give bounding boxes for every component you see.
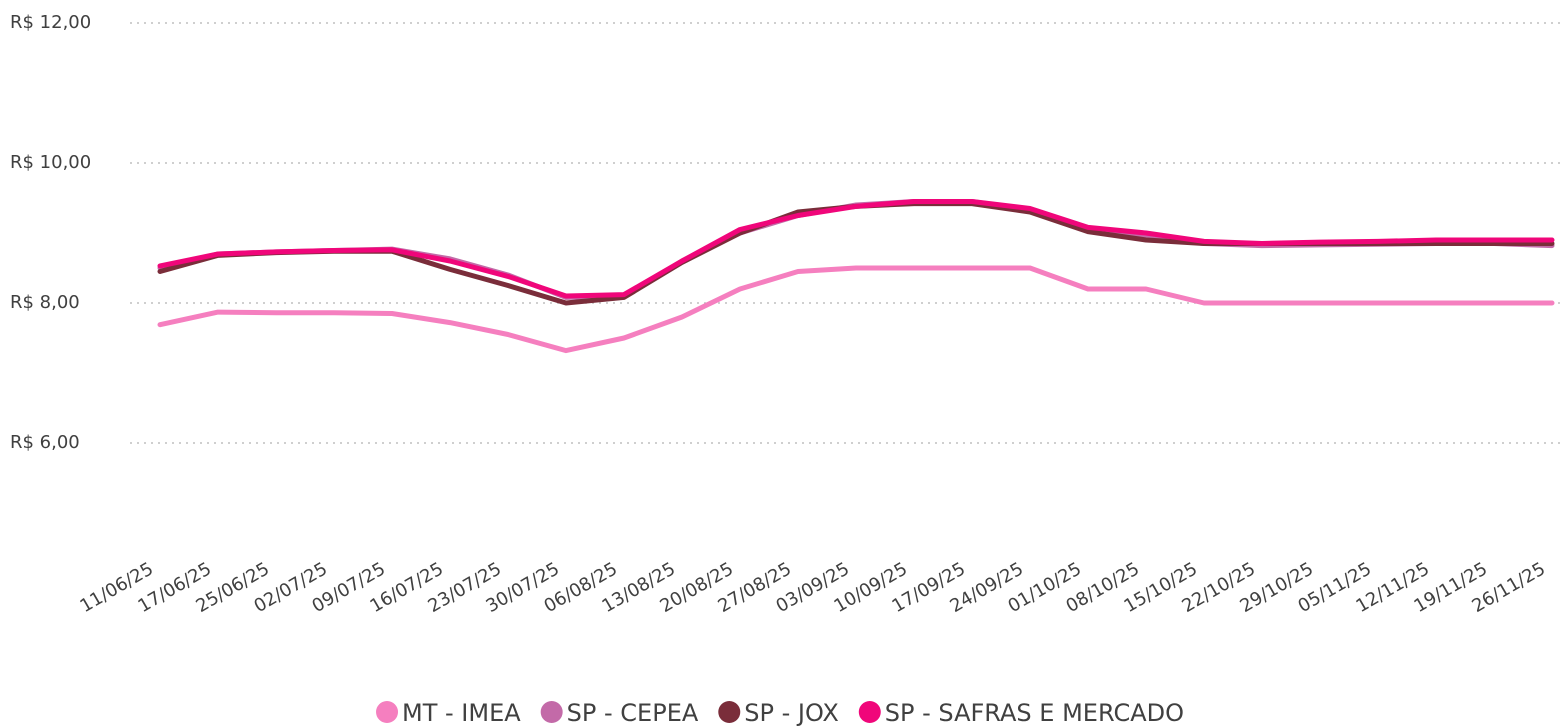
series-line <box>157 199 1555 299</box>
legend-label: SP - JOX <box>744 699 839 727</box>
series-line <box>157 265 1555 354</box>
y-tick-label: R$ 6,00 <box>10 432 80 453</box>
legend-swatch <box>858 701 881 723</box>
legend-swatch <box>718 701 741 723</box>
legend-swatch <box>376 701 399 723</box>
y-tick-label: R$ 12,00 <box>10 12 91 33</box>
y-tick-label: R$ 8,00 <box>10 292 80 313</box>
y-tick-label: R$ 10,00 <box>10 152 91 173</box>
legend-label: MT - IMEA <box>402 699 521 727</box>
series-line <box>157 201 1555 306</box>
legend-label: SP - SAFRAS E MERCADO <box>885 699 1184 727</box>
legend: MT - IMEA SP - CEPEA SP - JOX SP - SAFRAS E… <box>376 699 1184 727</box>
legend-swatch <box>540 701 563 723</box>
legend-label: SP - CEPEA <box>567 699 699 727</box>
